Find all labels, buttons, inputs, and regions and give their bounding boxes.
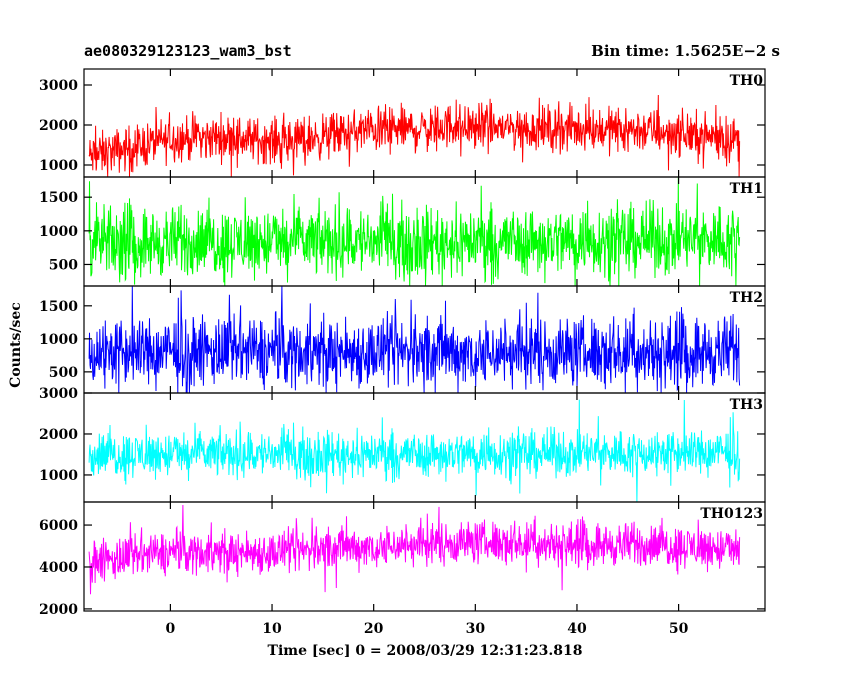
series-th1-line xyxy=(88,176,741,287)
panel-label-th3: TH3 xyxy=(730,397,763,413)
panel-th3: 1000 2000 3000 TH3 xyxy=(39,386,766,503)
series-th0-line xyxy=(88,94,741,178)
series-th2-line xyxy=(88,285,741,394)
panel-th1: 500 1000 1500 TH1 xyxy=(39,176,766,287)
panel-th2: 500 1000 1500 TH2 xyxy=(39,285,766,394)
y-tick-label: 3000 xyxy=(39,386,78,402)
x-tick-label: 0 xyxy=(166,621,176,637)
y-tick-label: 1000 xyxy=(39,332,78,348)
y-tick-label: 6000 xyxy=(39,518,78,534)
panel-th0123: 2000 4000 6000 TH0123 xyxy=(39,501,766,618)
x-tick-label: 10 xyxy=(262,621,282,637)
panel-label-th2: TH2 xyxy=(730,290,763,306)
x-tick-label: 40 xyxy=(567,621,587,637)
panel-th0: 1000 2000 3000 TH0 xyxy=(39,68,766,178)
x-tick-label: 20 xyxy=(364,621,384,637)
panel-label-th0123: TH0123 xyxy=(700,506,763,522)
y-tick-label: 2000 xyxy=(39,602,78,618)
chart-title: ae080329123123_wam3_bst xyxy=(84,42,292,60)
x-tick-label: 50 xyxy=(669,621,689,637)
y-tick-label: 500 xyxy=(49,365,78,381)
y-tick-label: 1500 xyxy=(39,190,78,206)
y-tick-label: 1500 xyxy=(39,299,78,315)
y-tick-label: 4000 xyxy=(39,560,78,576)
y-axis-label: Counts/sec xyxy=(8,302,24,388)
y-tick-label: 2000 xyxy=(39,118,78,134)
x-tick-label: 30 xyxy=(466,621,486,637)
x-axis-label: Time [sec] 0 = 2008/03/29 12:31:23.818 xyxy=(268,643,583,659)
panel-label-th0: TH0 xyxy=(730,73,764,89)
y-tick-label: 1000 xyxy=(39,158,78,174)
y-tick-label: 1000 xyxy=(39,468,78,484)
y-tick-label: 500 xyxy=(49,257,78,273)
y-tick-label: 3000 xyxy=(39,78,78,94)
bin-time-label: Bin time: 1.5625E−2 s xyxy=(591,42,780,60)
series-th3-line xyxy=(88,399,741,502)
series-th0123-line xyxy=(88,504,741,595)
panel-frame xyxy=(83,501,766,612)
y-tick-label: 1000 xyxy=(39,224,78,240)
y-tick-label: 2000 xyxy=(39,427,78,443)
panel-label-th1: TH1 xyxy=(730,181,763,197)
